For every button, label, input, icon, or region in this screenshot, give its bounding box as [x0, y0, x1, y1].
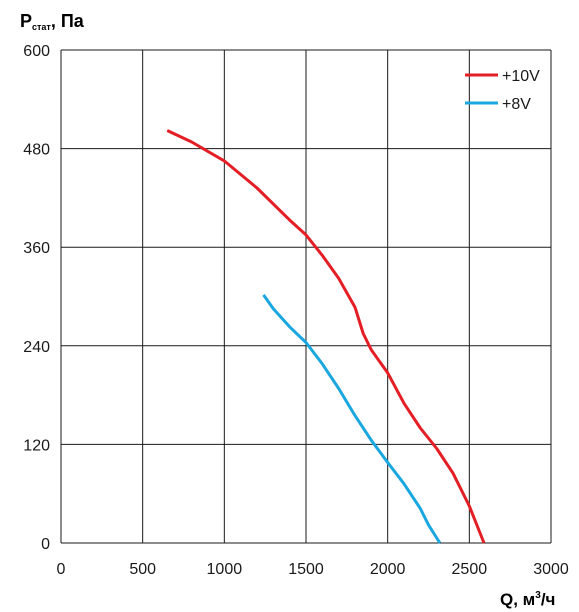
series-lines: [166, 129, 486, 544]
y-tick-label: 600: [23, 43, 50, 60]
x-tick-label: 1500: [288, 561, 324, 578]
series-line-2: [262, 294, 442, 544]
tick-labels: 0 500 1000 1500 2000 2500 3000 0 120 240 360 480 600: [23, 43, 569, 578]
legend: +10V +8V: [465, 68, 540, 113]
y-axis-label: Pстат, Па: [20, 11, 85, 32]
x-axis-label-main: Q, м: [500, 590, 535, 609]
legend-label-2: +8V: [502, 96, 531, 113]
y-tick-label: 480: [23, 142, 50, 159]
x-axis-label: Q, м3/ч: [500, 590, 555, 609]
x-tick-label: 2500: [452, 561, 488, 578]
y-tick-label: 240: [23, 339, 50, 356]
y-tick-label: 120: [23, 437, 50, 454]
grid: [60, 49, 552, 544]
legend-label-1: +10V: [502, 68, 540, 85]
y-tick-label: 360: [23, 240, 50, 257]
x-tick-label: 1000: [207, 561, 243, 578]
y-axis-label-main: P: [20, 11, 32, 31]
x-axis-label-suffix: /ч: [541, 590, 556, 609]
y-axis-label-sub: стат: [32, 22, 51, 32]
x-tick-label: 3000: [533, 561, 569, 578]
x-tick-label: 0: [57, 561, 66, 578]
x-tick-label: 2000: [370, 561, 406, 578]
x-axis-label-sup: 3: [535, 590, 541, 601]
y-axis-label-suffix: , Па: [51, 11, 85, 31]
x-tick-label: 500: [129, 561, 156, 578]
y-tick-label: 0: [41, 536, 50, 553]
series-line-1: [166, 129, 486, 544]
